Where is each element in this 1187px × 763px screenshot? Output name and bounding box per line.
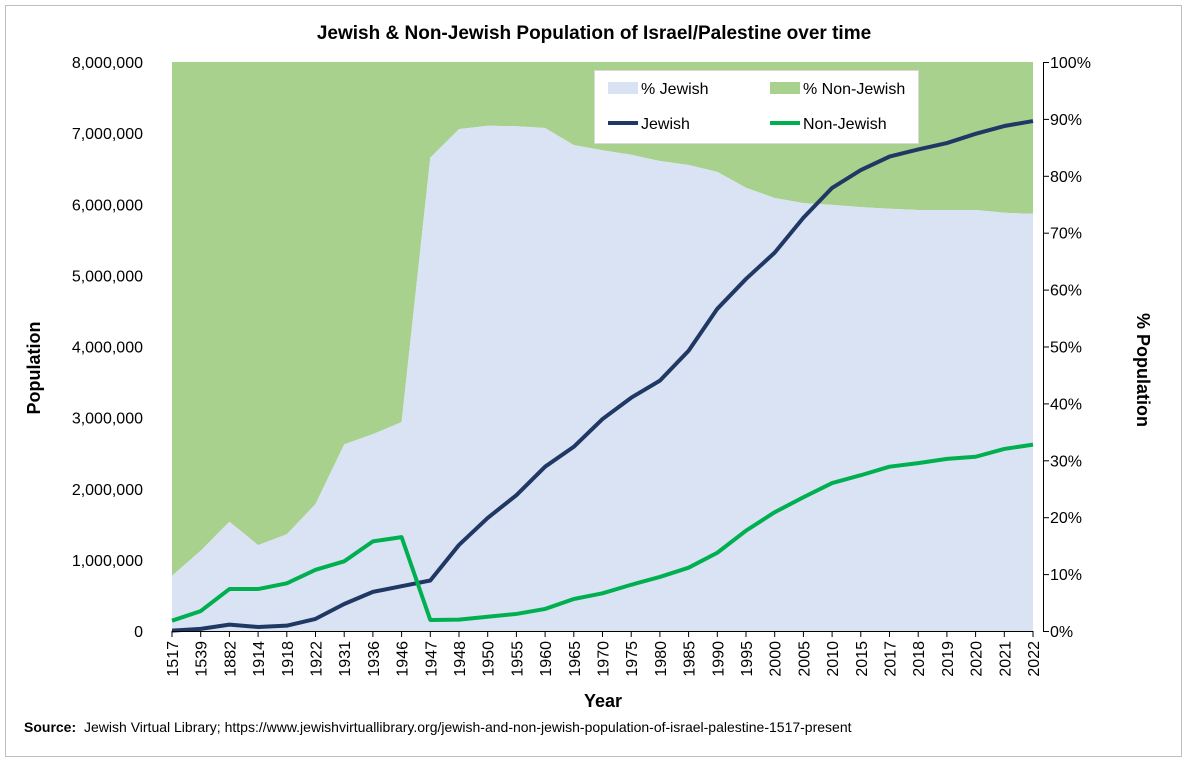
y-tick-label: 5,000,000 [72,268,143,285]
x-tick-label: 1539 [194,641,211,677]
legend: % Jewish % Non-Jewish Jewish Non-Jewish [594,70,919,144]
y2-axis-title: % Population [1133,313,1153,427]
x-tick-label: 1980 [653,641,670,677]
x-tick-label: 1946 [395,641,412,677]
x-tick-label: 1965 [567,641,584,677]
x-tick-label: 1948 [452,641,469,677]
x-tick-label: 1975 [624,641,641,677]
legend-box [594,70,919,144]
x-tick-label: 1918 [280,641,297,677]
lines [171,119,1034,633]
y2-tick-label: 70% [1050,226,1082,243]
y-tick-label: 7,000,000 [72,126,143,143]
y2-tick-label: 80% [1050,169,1082,186]
legend-label-pct-jewish: % Jewish [641,81,709,98]
x-tick-label: 1955 [509,641,526,677]
x-tick-label: 2017 [883,641,900,677]
x-tick-label: 1936 [366,641,383,677]
y-axis-title: Population [24,322,44,415]
areas [172,62,1033,631]
y2-tick-label: 0% [1050,624,1073,641]
y2-tick-label: 60% [1050,283,1082,300]
area-pct-jewish [172,125,1033,631]
x-tick-label: 1882 [222,641,239,677]
y-tick-label: 2,000,000 [72,482,143,499]
x-axis-title: Year [584,691,622,711]
source-text: Jewish Virtual Library; https://www.jewi… [84,719,852,735]
x-tick-label: 2021 [997,641,1014,677]
x-tick-label: 1995 [739,641,756,677]
x-tick-label: 1990 [710,641,727,677]
x-tick-label: 1922 [309,641,326,677]
y2-tick-label: 90% [1050,112,1082,129]
y2-tick-label: 100% [1050,55,1091,72]
area-pct-non-jewish [172,62,1033,576]
y2-tick-label: 20% [1050,510,1082,527]
y2-tick-label: 40% [1050,396,1082,413]
source-note: Source: Jewish Virtual Library; https://… [24,719,852,735]
legend-swatch-pct-non-jewish [770,82,800,94]
legend-label-non-jewish: Non-Jewish [803,116,887,133]
x-tick-label: 1970 [596,641,613,677]
x-tick-label: 1931 [337,641,354,677]
x-tick-label: 2020 [969,641,986,677]
y-tick-label: 0 [134,624,143,641]
y-tick-label: 4,000,000 [72,340,143,357]
x-tick-label: 1950 [481,641,498,677]
x-tick-label: 1947 [423,641,440,677]
y-tick-label: 8,000,000 [72,55,143,72]
y2-tick-label: 50% [1050,340,1082,357]
source-label: Source: [24,719,76,735]
x-tick-label: 1914 [251,641,268,677]
x-tick-label: 2018 [911,641,928,677]
legend-label-jewish: Jewish [641,116,690,133]
y-tick-label: 3,000,000 [72,411,143,428]
legend-label-pct-non-jewish: % Non-Jewish [803,81,905,98]
x-tick-label: 1517 [165,641,182,677]
y-tick-label: 1,000,000 [72,553,143,570]
y2-tick-label: 30% [1050,453,1082,470]
axes: 1517 1539 1882 1914 1918 1922 1931 1936 1946 1947… [72,55,1091,677]
y-tick-label: 6,000,000 [72,197,143,214]
legend-swatch-pct-jewish [608,82,638,94]
x-tick-label: 1985 [682,641,699,677]
x-tick-label: 2005 [796,641,813,677]
x-tick-label: 2015 [854,641,871,677]
x-tick-label: 2019 [940,641,957,677]
x-tick-label: 2010 [825,641,842,677]
x-tick-label: 2000 [768,641,785,677]
x-tick-label: 1960 [538,641,555,677]
chart-title: Jewish & Non-Jewish Population of Israel… [317,23,871,44]
x-tick-label: 2022 [1026,641,1043,677]
y2-tick-label: 10% [1050,567,1082,584]
